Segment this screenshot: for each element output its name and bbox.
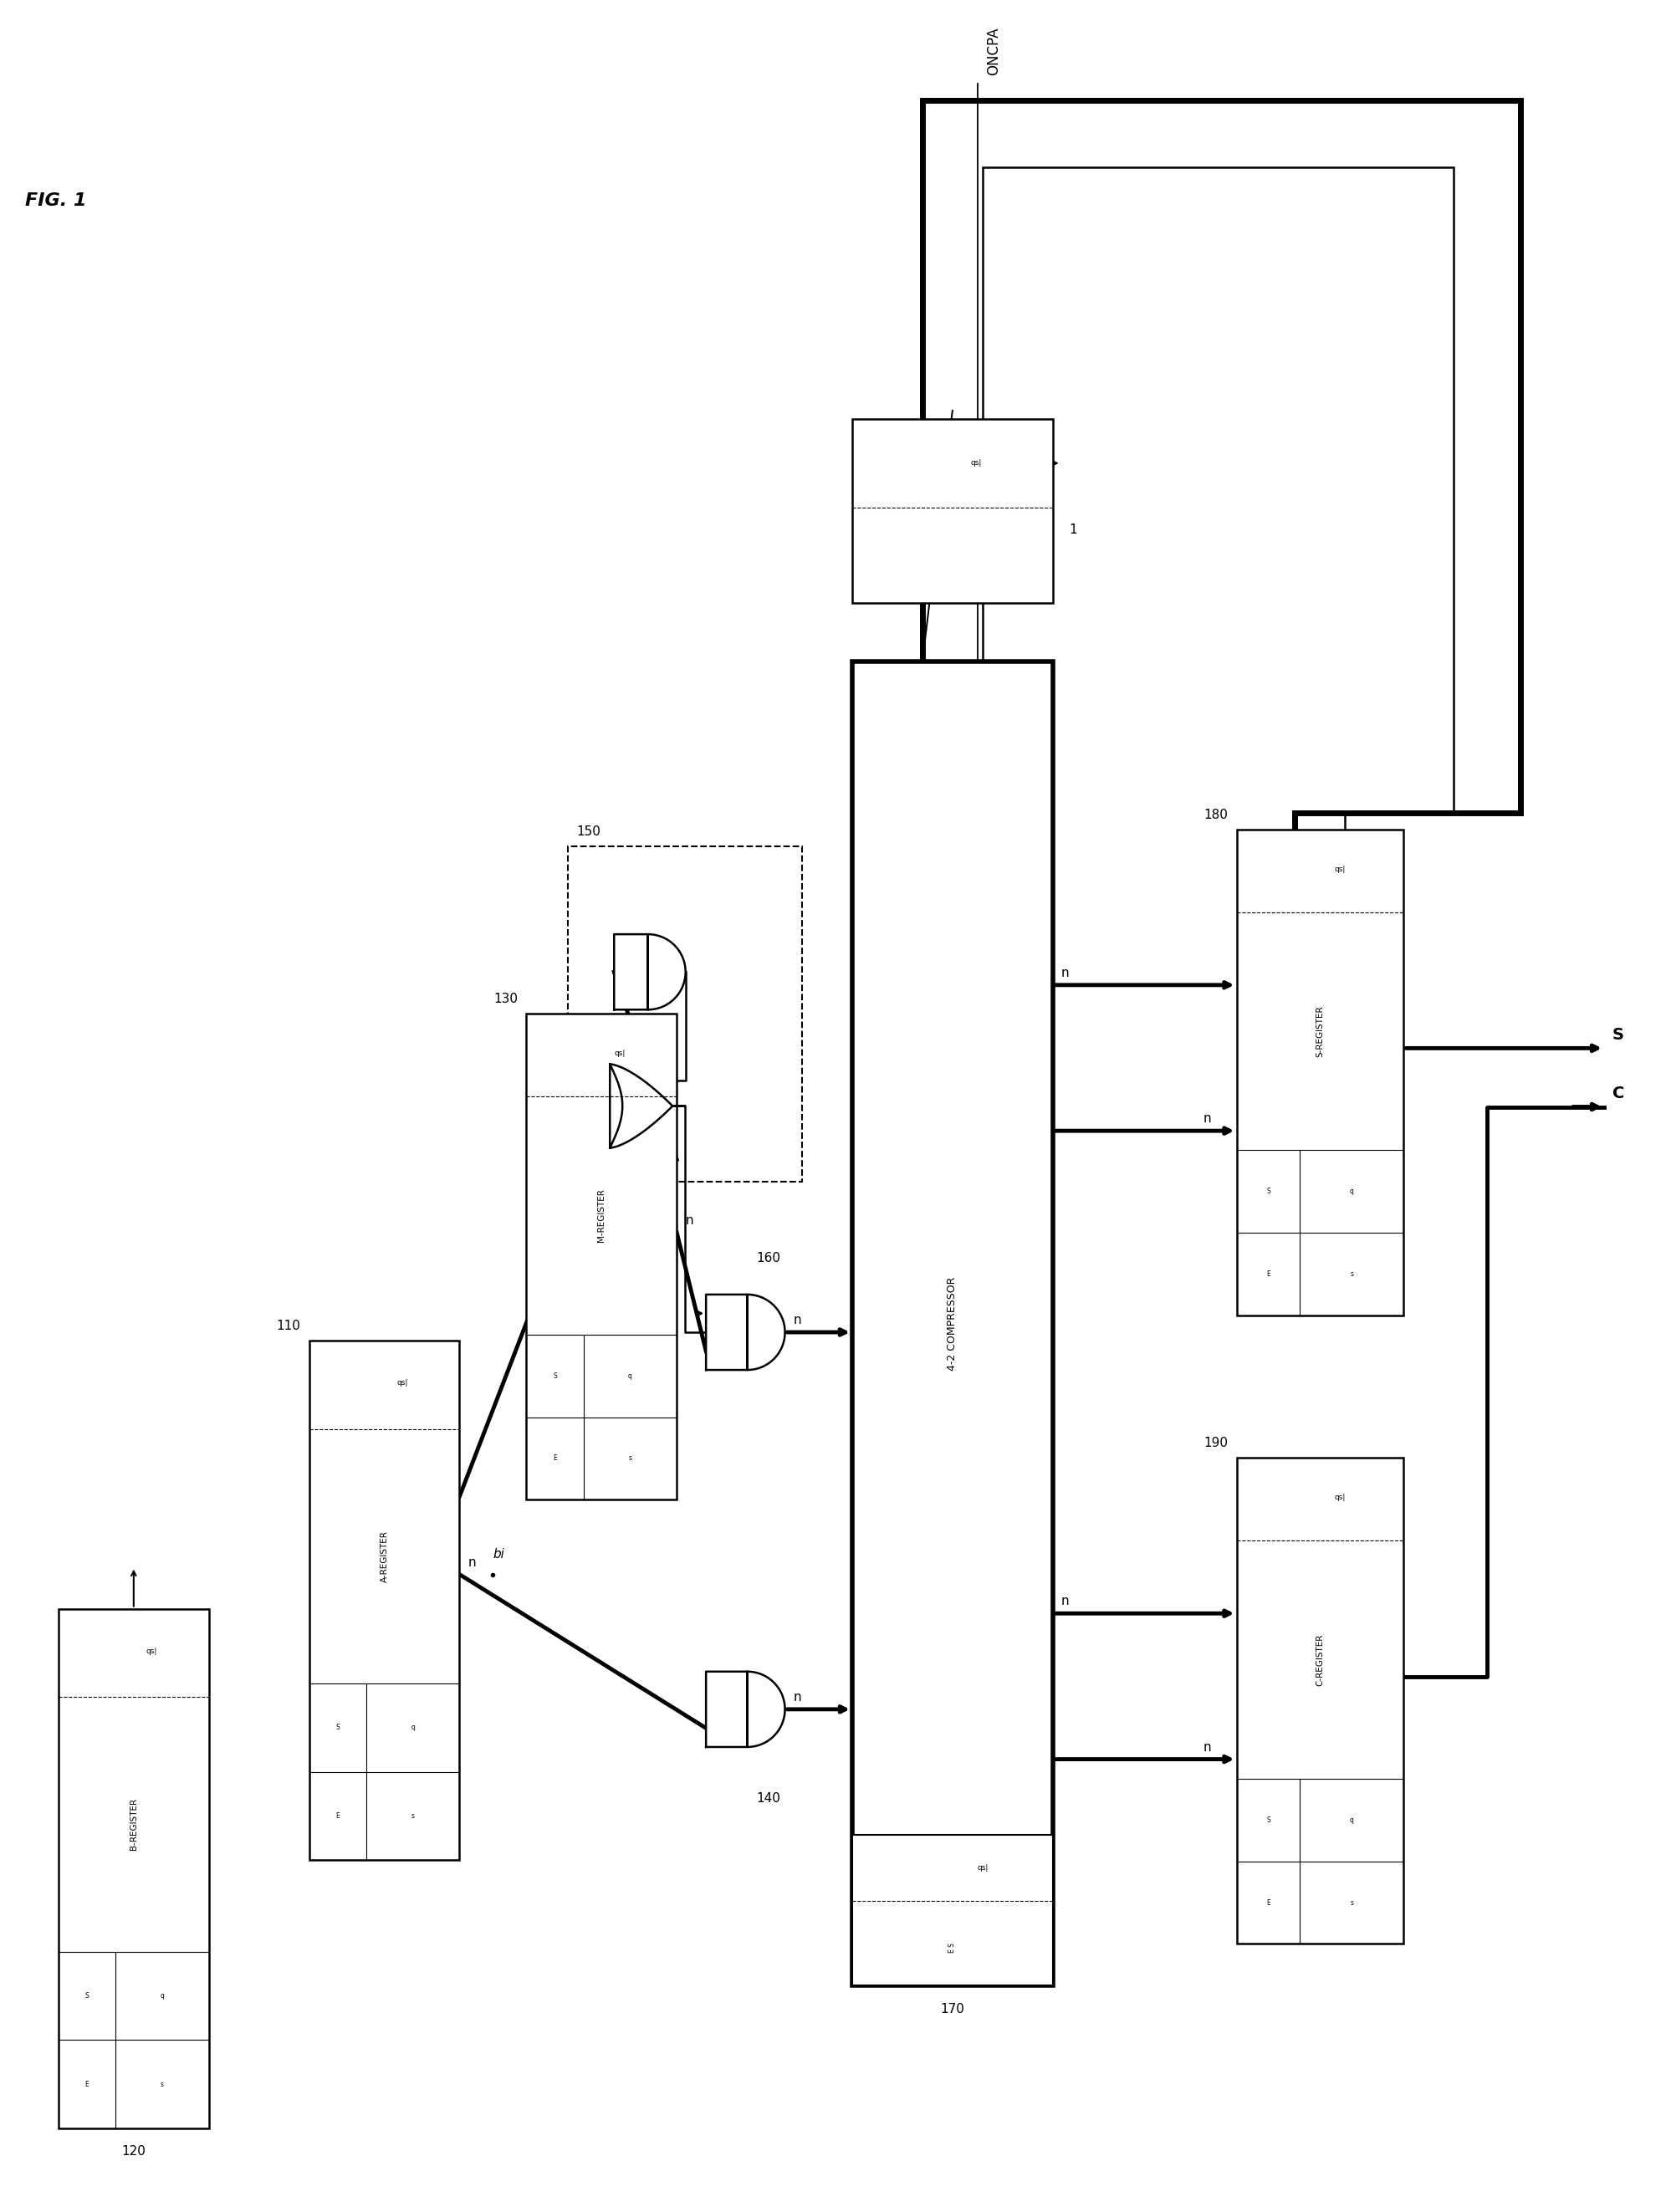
Text: S: S xyxy=(336,1723,339,1732)
Bar xyxy=(526,1013,677,1500)
Bar xyxy=(1237,1458,1404,1944)
Text: E: E xyxy=(336,1812,339,1820)
Text: s: s xyxy=(160,2079,164,2088)
Polygon shape xyxy=(610,1064,685,1148)
Text: q: q xyxy=(411,1723,414,1732)
Bar xyxy=(58,1608,209,2128)
Polygon shape xyxy=(705,1672,785,1747)
Text: E S: E S xyxy=(949,1942,956,1953)
Bar xyxy=(852,661,1053,1986)
Text: E: E xyxy=(1267,1898,1270,1907)
Text: E: E xyxy=(85,2079,89,2088)
Text: S: S xyxy=(85,1993,89,2000)
Text: q: q xyxy=(628,1371,632,1380)
Text: q: q xyxy=(160,1993,164,2000)
Text: q: q xyxy=(1350,1816,1354,1823)
Text: n: n xyxy=(685,1214,693,1228)
Text: qs|: qs| xyxy=(978,1865,988,1871)
Text: 120: 120 xyxy=(122,2146,145,2157)
Text: 180: 180 xyxy=(1205,810,1228,821)
Text: qs|: qs| xyxy=(145,1648,157,1655)
Text: B-REGISTER: B-REGISTER xyxy=(129,1798,139,1849)
Text: s: s xyxy=(411,1812,414,1820)
Text: S-REGISTER: S-REGISTER xyxy=(1315,1006,1325,1057)
Bar xyxy=(852,1836,1053,1986)
Text: n: n xyxy=(794,1690,802,1703)
Text: 4-2 COMPRESSOR: 4-2 COMPRESSOR xyxy=(947,1276,957,1371)
Text: q: q xyxy=(1350,1188,1354,1194)
Text: 110: 110 xyxy=(277,1321,301,1332)
Text: S: S xyxy=(1267,1816,1270,1823)
Text: S: S xyxy=(1613,1026,1624,1044)
Polygon shape xyxy=(705,1294,785,1369)
Text: C-REGISTER: C-REGISTER xyxy=(1315,1632,1325,1686)
Text: S: S xyxy=(553,1371,556,1380)
Text: 170: 170 xyxy=(941,2002,964,2015)
Text: n: n xyxy=(1203,1113,1211,1126)
Text: S: S xyxy=(1267,1188,1270,1194)
Bar xyxy=(309,1340,460,1860)
Bar xyxy=(568,847,802,1181)
Text: n: n xyxy=(1203,1741,1211,1754)
Text: E: E xyxy=(553,1455,556,1462)
Text: qs|: qs| xyxy=(1335,1493,1345,1502)
Text: M-REGISTER: M-REGISTER xyxy=(597,1188,607,1243)
Text: bi: bi xyxy=(493,1548,505,1559)
Text: n: n xyxy=(1061,967,1069,980)
Text: 1: 1 xyxy=(1069,524,1078,535)
Text: 150: 150 xyxy=(576,825,600,838)
Text: n: n xyxy=(794,1314,802,1327)
Text: 140: 140 xyxy=(757,1792,780,1805)
Text: s: s xyxy=(1350,1898,1354,1907)
Text: 160: 160 xyxy=(757,1252,780,1265)
Text: qi: qi xyxy=(632,1172,643,1186)
Text: 130: 130 xyxy=(493,993,518,1006)
Text: C: C xyxy=(1613,1086,1624,1102)
Text: s: s xyxy=(628,1455,632,1462)
Text: A-REGISTER: A-REGISTER xyxy=(379,1531,389,1582)
Text: n: n xyxy=(1061,1595,1069,1608)
Text: qs|: qs| xyxy=(613,1051,625,1057)
Text: s: s xyxy=(1350,1270,1354,1279)
Text: E: E xyxy=(1267,1270,1270,1279)
Text: 190: 190 xyxy=(1203,1438,1228,1449)
Text: qs|: qs| xyxy=(396,1380,408,1387)
Text: ONCPA: ONCPA xyxy=(986,27,1001,75)
Text: qs|: qs| xyxy=(1335,865,1345,874)
Polygon shape xyxy=(615,933,685,1009)
Bar xyxy=(852,418,1053,604)
Bar xyxy=(1237,830,1404,1316)
Text: FIG. 1: FIG. 1 xyxy=(25,192,87,210)
Text: qs|: qs| xyxy=(971,460,983,467)
Text: n: n xyxy=(468,1555,476,1568)
